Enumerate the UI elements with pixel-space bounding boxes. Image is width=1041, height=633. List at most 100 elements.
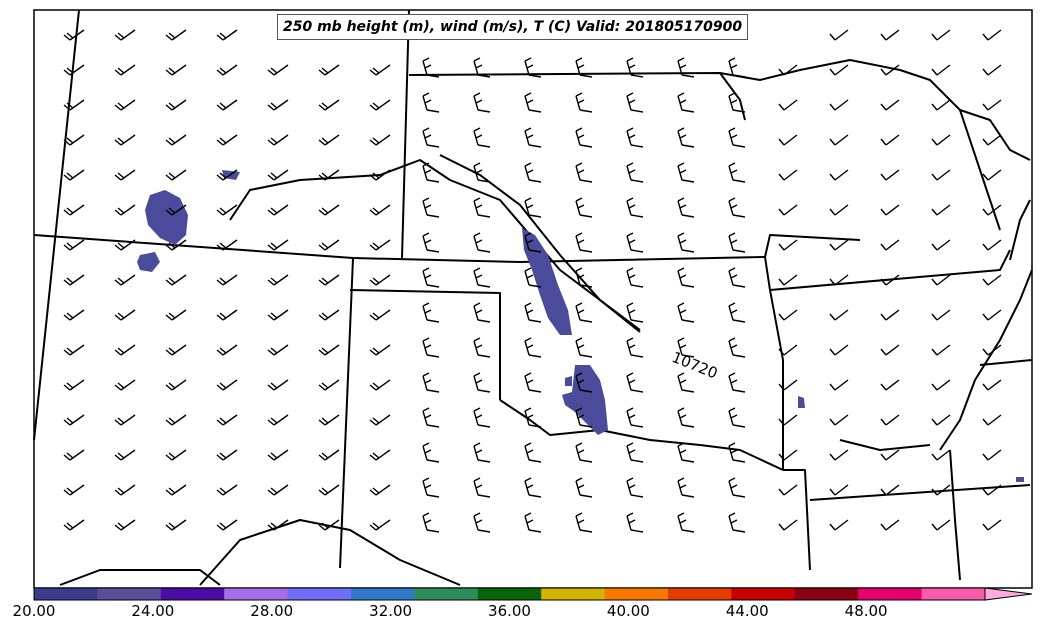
- wind-barb: [216, 239, 238, 251]
- temperature-blob: [522, 228, 572, 335]
- wind-barb: [473, 337, 491, 358]
- wind-barb: [267, 519, 289, 531]
- wind-barb: [63, 64, 85, 76]
- wind-barb: [369, 414, 391, 426]
- wind-barb: [880, 519, 900, 531]
- wind-barb: [880, 134, 900, 146]
- wind-barb: [216, 484, 238, 496]
- wind-barb: [931, 64, 951, 76]
- temperature-blob: [562, 365, 608, 435]
- wind-barb: [728, 407, 746, 428]
- wind-barb: [267, 344, 289, 356]
- wind-barb: [880, 29, 900, 41]
- wind-barb: [524, 337, 542, 358]
- wind-barb: [318, 379, 340, 391]
- wind-barb: [677, 337, 695, 358]
- wind-barb: [931, 29, 951, 41]
- colorbar-segment: [351, 588, 415, 600]
- wind-barb: [931, 204, 951, 216]
- wind-barb: [931, 449, 951, 461]
- wind-barb: [626, 92, 644, 113]
- wind-barb: [318, 449, 340, 461]
- wind-barb: [63, 169, 85, 181]
- wind-barb: [216, 414, 238, 426]
- wind-barb: [369, 449, 391, 461]
- wind-barb: [318, 274, 340, 286]
- wind-barb: [575, 267, 593, 288]
- wind-barb: [165, 134, 187, 146]
- wind-barb: [473, 512, 491, 533]
- wind-barb: [778, 309, 798, 321]
- wind-barb: [728, 337, 746, 358]
- wind-barb: [575, 232, 593, 253]
- wind-barb: [422, 372, 440, 393]
- wind-barb: [982, 204, 1002, 216]
- wind-barb: [267, 99, 289, 111]
- wind-barb: [318, 484, 340, 496]
- wind-barb: [575, 477, 593, 498]
- wind-barb: [728, 477, 746, 498]
- wind-barb: [931, 484, 951, 496]
- wind-barb: [216, 519, 238, 531]
- wind-barb: [677, 442, 695, 463]
- wind-barb: [524, 267, 542, 288]
- wind-barb: [778, 379, 798, 391]
- wind-barb: [318, 414, 340, 426]
- wind-barb: [63, 134, 85, 146]
- wind-barb: [931, 169, 951, 181]
- wind-barb: [626, 442, 644, 463]
- colorbar-segment: [477, 588, 542, 600]
- wind-barb: [728, 57, 746, 78]
- wind-barb: [422, 442, 440, 463]
- wind-barb: [778, 274, 798, 286]
- wind-barb: [575, 92, 593, 113]
- wind-barb: [677, 232, 695, 253]
- wind-barb: [422, 232, 440, 253]
- wind-barb: [524, 197, 542, 218]
- wind-barb: [63, 344, 85, 356]
- wind-barb: [422, 127, 440, 148]
- wind-barb: [626, 267, 644, 288]
- wind-barb: [318, 204, 340, 216]
- wind-barb: [575, 442, 593, 463]
- map-title: 250 mb height (m), wind (m/s), T (C) Val…: [277, 14, 749, 40]
- wind-barb: [778, 239, 798, 251]
- colorbar-tick-label: 44.00: [725, 602, 769, 620]
- wind-barb: [114, 239, 136, 251]
- wind-barb: [422, 57, 440, 78]
- colorbar-segment: [224, 588, 289, 600]
- wind-barb: [369, 99, 391, 111]
- wind-barb: [575, 162, 593, 183]
- wind-barb: [626, 127, 644, 148]
- temperature-blob: [1016, 477, 1024, 482]
- wind-barb: [575, 57, 593, 78]
- wind-barb: [626, 232, 644, 253]
- colorbar-tick-label: 20.00: [12, 602, 56, 620]
- wind-barb: [880, 449, 900, 461]
- wind-barb: [369, 484, 391, 496]
- wind-barb: [778, 99, 798, 111]
- wind-barb: [114, 519, 136, 531]
- wind-barb: [626, 162, 644, 183]
- wind-barb: [982, 344, 1002, 356]
- wind-barb: [63, 449, 85, 461]
- wind-barb: [114, 344, 136, 356]
- wind-barb: [165, 169, 187, 181]
- wind-barb: [473, 442, 491, 463]
- wind-barb: [982, 379, 1002, 391]
- wind-barb: [829, 204, 849, 216]
- wind-barb: [267, 64, 289, 76]
- wind-barb: [880, 204, 900, 216]
- temperature-blob: [565, 376, 572, 386]
- wind-barb: [829, 239, 849, 251]
- wind-barb: [422, 302, 440, 323]
- wind-barb: [677, 372, 695, 393]
- wind-barb: [575, 302, 593, 323]
- wind-barb: [524, 232, 542, 253]
- wind-barb: [524, 92, 542, 113]
- wind-barb: [473, 372, 491, 393]
- wind-barb: [982, 99, 1002, 111]
- wind-barb: [369, 204, 391, 216]
- colorbar-segment: [287, 588, 352, 600]
- wind-barb: [982, 169, 1002, 181]
